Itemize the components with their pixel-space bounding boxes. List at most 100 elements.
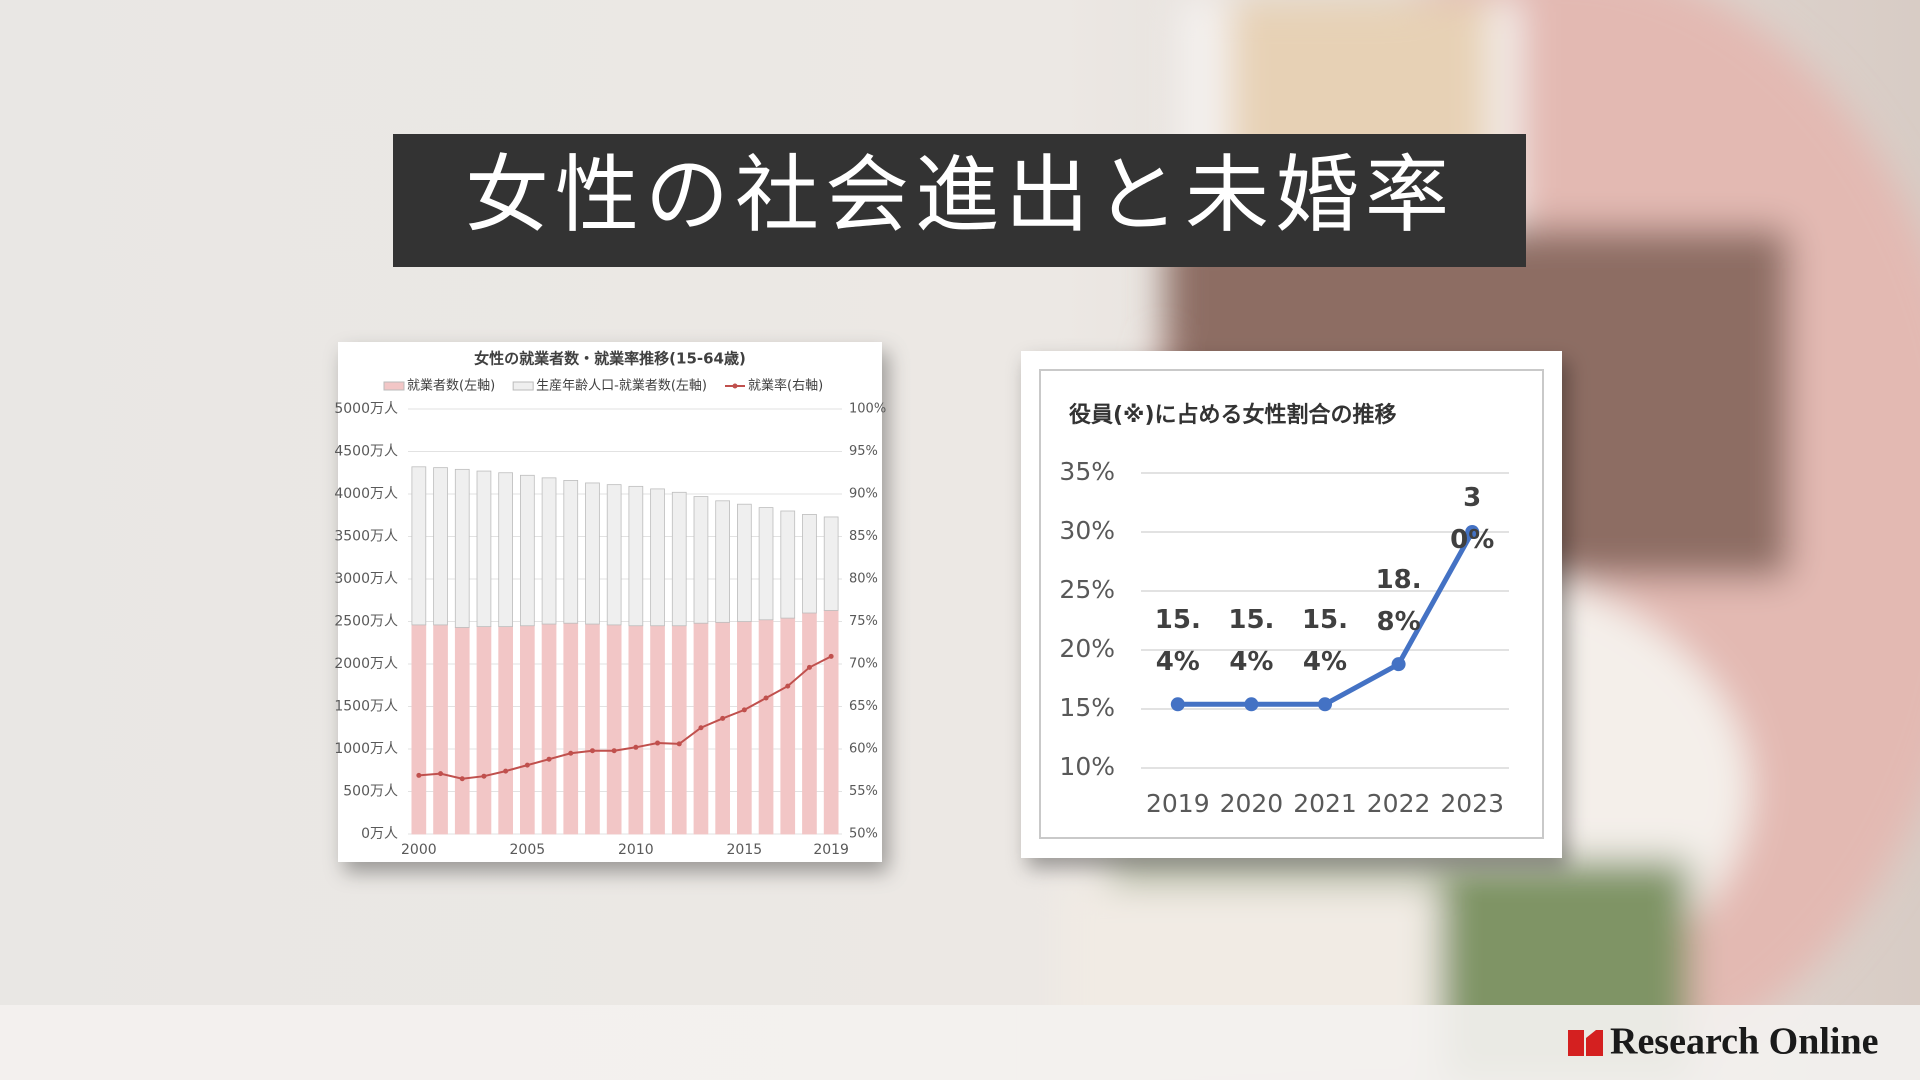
y-tick-label: 3500万人 [334,529,398,545]
y-tick-label: 500万人 [343,784,398,800]
y-tick-label: 35% [1059,457,1115,486]
rate-point [589,748,595,754]
y-tick-label: 5000万人 [334,401,398,417]
x-tick-label: 2019 [1146,789,1210,818]
bar-segment [802,514,817,614]
bar-segment [823,516,839,611]
bar-segment [476,626,492,835]
y2-tick-label: 65% [849,699,878,714]
bar-segment [498,472,513,628]
bar-segment [671,625,687,835]
y-tick-label: 4000万人 [334,486,398,502]
bar-segment [585,623,600,835]
bar-segment [780,510,796,619]
bar-segment [520,474,535,627]
y-tick-label: 0万人 [361,826,398,842]
bar-segment [433,467,448,626]
point [1170,697,1185,712]
bar-segment [541,623,557,835]
x-tick-label: 2020 [1220,789,1284,818]
bar-segment [628,625,644,835]
logo-text: Research Online [1610,1021,1878,1063]
bar-segment [606,484,622,626]
data-label: 15.4% [1228,605,1275,678]
rate-point [676,741,682,747]
bar-segment [802,612,817,835]
x-tick-label: 2021 [1293,789,1357,818]
rate-line [418,655,832,780]
y2-tick-label: 80% [849,572,878,587]
bar-segment [585,482,600,625]
rate-point [416,772,422,778]
y2-tick-label: 50% [849,827,878,842]
x-tick-label: 2023 [1440,789,1504,818]
bar-segment [628,485,644,627]
y-tick-label: 2500万人 [334,614,398,630]
chart-title: 女性の就業者数・就業率推移(15-64歳) [474,350,746,368]
x-tick-label: 2015 [727,842,763,858]
rate-point [741,707,747,713]
bar-segment [563,622,579,835]
rate-point [655,740,661,746]
y-tick-label: 25% [1059,575,1115,604]
y-tick-label: 15% [1059,693,1115,722]
chart-panel [1021,351,1562,858]
x-tick-label: 2005 [510,842,546,858]
data-label: 18.8% [1375,565,1422,638]
bar-segment [411,624,427,835]
bar-segment [758,507,774,621]
rate-point [503,768,509,774]
data-label: 15.4% [1301,605,1349,678]
bar-segment [454,468,470,628]
legend-label: 就業率(右軸) [748,378,823,394]
bar-segment [433,624,448,835]
chart-title: 役員(※)に占める女性割合の推移 [1069,402,1397,428]
x-tick-label: 2019 [813,842,849,858]
y2-tick-label: 95% [849,444,878,459]
y-tick-label: 2000万人 [334,656,398,672]
bar-segment [693,496,709,624]
bar-segment [737,621,752,835]
bar-segment [563,479,579,624]
bar-segment [411,466,427,626]
point [1244,697,1259,712]
x-tick-label: 2000 [401,842,437,858]
data-label: 15.4% [1154,605,1201,678]
bar-segment [520,625,535,835]
y2-tick-label: 85% [849,529,878,544]
rate-point [611,748,617,754]
bar-segment [498,626,513,835]
y2-tick-label: 90% [849,487,878,502]
x-tick-label: 2010 [618,842,654,858]
data-label: 30% [1450,483,1495,555]
point [1391,657,1406,672]
legend-swatch [383,381,405,391]
bar-segment [780,617,796,835]
bar-segment [454,627,470,835]
y-tick-label: 30% [1059,516,1115,545]
bar-segment [476,470,492,627]
y-tick-label: 1500万人 [334,699,398,715]
y2-tick-label: 55% [849,784,878,799]
bar-segment [823,610,839,835]
rate-point [698,725,704,731]
y-tick-label: 1000万人 [334,741,398,757]
bar-segment [758,619,774,835]
point [1318,697,1332,712]
y2-tick-label: 75% [849,614,878,629]
legend-label: 就業者数(左軸) [407,378,495,394]
bar-segment [606,624,622,835]
data-label-box: 18.8% [1375,565,1422,638]
main-title: 女性の社会進出と未婚率 [465,146,1455,244]
rate-point [524,762,530,768]
bar-segment [737,503,752,622]
bar-segment [541,477,557,625]
rate-point [546,756,552,762]
bar-segment [715,621,730,835]
data-label-box: 15.4% [1154,605,1201,678]
x-tick-label: 2022 [1367,789,1431,818]
bar-segment [671,491,687,627]
point [1465,525,1480,539]
rate-point [806,664,812,670]
